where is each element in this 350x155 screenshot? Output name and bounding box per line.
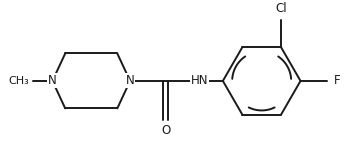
Text: N: N — [48, 74, 57, 87]
Text: HN: HN — [190, 74, 208, 87]
Text: CH₃: CH₃ — [8, 76, 29, 86]
Text: F: F — [334, 74, 340, 87]
Text: O: O — [161, 124, 170, 137]
Text: Cl: Cl — [275, 2, 287, 15]
Text: N: N — [126, 74, 134, 87]
